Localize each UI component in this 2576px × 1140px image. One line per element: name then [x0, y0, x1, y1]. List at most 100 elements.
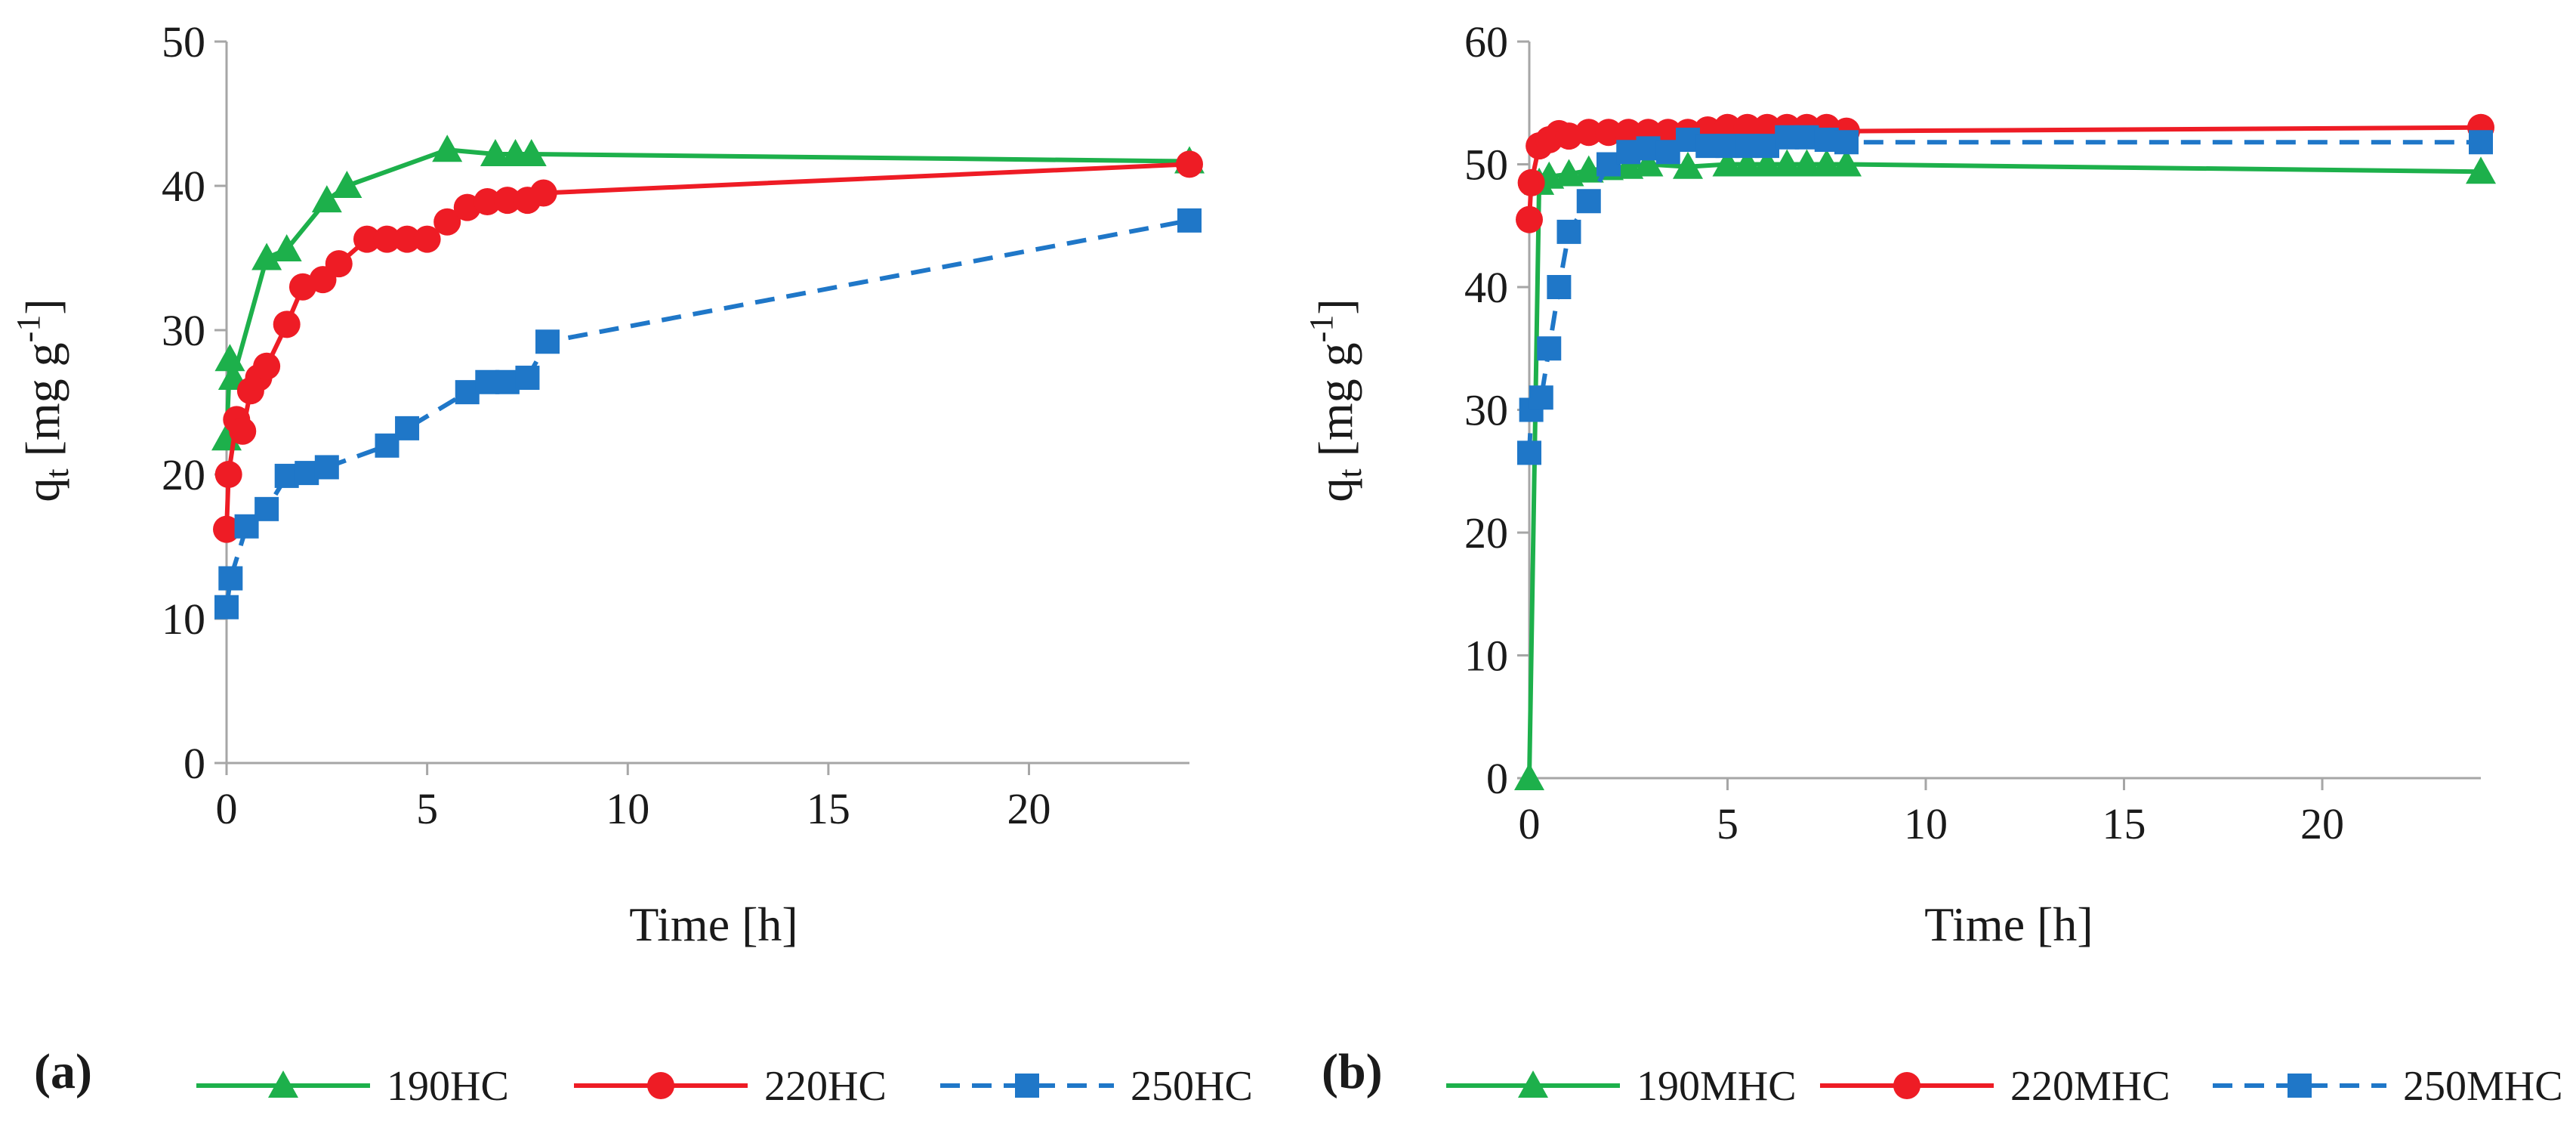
data-point [311, 185, 342, 213]
series-250MHC [1517, 125, 2493, 465]
data-point [1772, 149, 1803, 177]
legend-item-220MHC: 220MHC [1820, 1063, 2170, 1110]
chart-panel-b: 0 10 20 30 40 50 60 0 5 10 15 20 Time [h] qt [mg g-1]… [1303, 17, 2563, 1110]
data-point [1633, 149, 1664, 177]
y-tick-label: 50 [162, 17, 205, 66]
data-point [1831, 149, 1862, 177]
legend-label: 220HC [764, 1063, 887, 1110]
y-tick-label: 0 [184, 739, 205, 788]
data-point [1615, 119, 1643, 147]
series-190HC [211, 134, 1205, 451]
data-point [1595, 119, 1622, 147]
data-point [332, 171, 362, 198]
data-point [353, 225, 381, 253]
data-point [1514, 763, 1544, 790]
panel-label: (a) [34, 1044, 92, 1099]
data-point [535, 329, 560, 354]
x-tick-label: 0 [216, 784, 238, 833]
series-line-190HC [224, 147, 1190, 439]
data-point [1732, 149, 1763, 177]
x-tick-label: 5 [416, 784, 438, 833]
data-point [529, 179, 557, 207]
legend-marker [1518, 1070, 1548, 1098]
legend-marker [1893, 1072, 1920, 1099]
y-axis-title: qt [mg g-1] [1303, 298, 1368, 502]
data-point [1811, 149, 1842, 177]
y-axis-title-end: ] [16, 298, 69, 314]
y-axis-title-sup: -1 [1303, 315, 1340, 343]
x-tick-label: 15 [807, 784, 850, 833]
data-point [214, 344, 245, 372]
legend-marker [1015, 1074, 1039, 1098]
data-point [314, 455, 339, 480]
data-point [1556, 219, 1581, 244]
data-point [1517, 168, 1545, 196]
legend-marker [268, 1070, 298, 1098]
data-point [480, 138, 511, 166]
data-point [2466, 156, 2496, 184]
x-tick-label: 0 [1519, 799, 1541, 848]
data-point [432, 134, 463, 162]
legend-item-190HC: 190HC [196, 1063, 509, 1110]
legend-marker [2288, 1074, 2312, 1098]
data-point [493, 187, 521, 215]
y-axis-title: qt [mg g-1] [10, 298, 76, 502]
x-axis-title: Time [h] [629, 897, 797, 951]
data-point [373, 225, 401, 253]
data-point [515, 366, 540, 391]
series-line-190MHC [1527, 162, 2482, 779]
x-tick-label: 20 [2300, 799, 2344, 848]
data-point [214, 595, 239, 619]
x-tick-label: 10 [1904, 799, 1948, 848]
legend-label: 190HC [387, 1063, 509, 1110]
data-point [253, 352, 281, 380]
data-point [213, 515, 240, 543]
data-point [1547, 275, 1572, 299]
x-tick-label: 5 [1717, 799, 1738, 848]
series-250HC [214, 208, 1202, 619]
data-point [271, 234, 302, 262]
data-point [1529, 385, 1553, 410]
y-tick-label: 60 [1464, 17, 1508, 66]
y-tick-label: 0 [1486, 754, 1508, 803]
y-tick-label: 10 [1464, 632, 1508, 681]
data-point [433, 208, 461, 236]
data-point [229, 417, 257, 445]
data-point [1575, 119, 1603, 147]
legend-item-220HC: 220HC [574, 1063, 887, 1110]
data-point [393, 225, 421, 253]
series-220HC [213, 150, 1203, 543]
y-tick-label: 10 [162, 595, 205, 644]
y-tick-label: 20 [1464, 508, 1508, 558]
legend-label: 190MHC [1637, 1063, 1797, 1110]
y-tick-label: 20 [162, 450, 205, 499]
y-axis-title-units: [mg g [16, 342, 69, 468]
legend-item-250MHC: 250MHC [2213, 1063, 2563, 1110]
data-point [251, 243, 282, 270]
data-point [1712, 149, 1743, 177]
legend-marker [647, 1072, 674, 1099]
series-line-250HC [224, 218, 1190, 608]
y-axis-title-sub: t [39, 468, 76, 477]
x-tick-label: 10 [606, 784, 649, 833]
data-point [273, 310, 301, 338]
data-point [214, 461, 242, 488]
data-point [474, 188, 501, 216]
data-point [1516, 205, 1543, 233]
data-point [1517, 440, 1541, 465]
y-tick-label: 50 [1464, 141, 1508, 190]
legend-item-190MHC: 190MHC [1446, 1063, 1797, 1110]
data-point [1673, 151, 1703, 179]
panel-label: (b) [1322, 1044, 1383, 1099]
y-axis-title-units: [mg g [1309, 342, 1362, 468]
x-tick-label: 20 [1007, 784, 1051, 833]
data-point [218, 566, 243, 591]
data-point [1537, 336, 1562, 361]
y-tick-label: 40 [1464, 263, 1508, 312]
x-axis-title: Time [h] [1924, 897, 2093, 951]
data-point [1752, 149, 1782, 177]
series-220MHC [1516, 113, 2494, 233]
data-point [1791, 149, 1822, 177]
series-line-250MHC [1527, 134, 2481, 453]
y-axis-title-sup: -1 [10, 315, 47, 343]
